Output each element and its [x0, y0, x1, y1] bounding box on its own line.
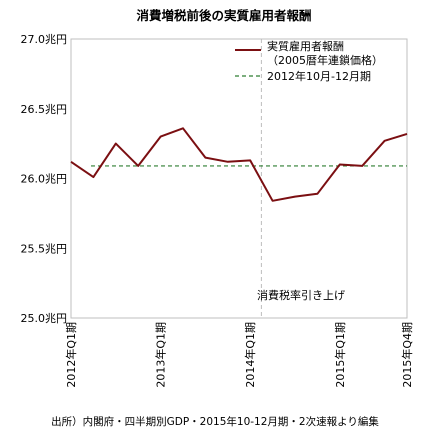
legend-label-line: （2005暦年連鎖価格）: [267, 53, 383, 67]
y-tick-label: 27.0兆円: [21, 33, 68, 46]
x-tick-label: 2015年Q1期: [333, 322, 347, 388]
legend-label-baseline: 2012年10月-12月期: [267, 69, 371, 83]
x-axis-tick-labels: 2012年Q1期 2013年Q1期 2014年Q1期 2015年Q1期 2015年Q4期: [64, 322, 414, 388]
annotation-tax-hike: 消費税率引き上げ: [257, 288, 345, 302]
legend-label-series: 実質雇用者報酬（2005暦年連鎖価格）: [267, 39, 383, 67]
legend: 実質雇用者報酬（2005暦年連鎖価格） 2012年10月-12月期: [235, 39, 383, 83]
x-tick-label: 2013年Q1期: [154, 322, 168, 388]
y-tick-label: 26.5兆円: [21, 103, 68, 116]
y-tick-label: 25.0兆円: [21, 312, 68, 325]
x-tick-label: 2014年Q1期: [243, 322, 257, 388]
plot-frame: [70, 38, 408, 319]
y-axis-tick-labels: 25.0兆円 25.5兆円 26.0兆円 26.5兆円 27.0兆円: [21, 33, 68, 325]
chart-marks: [70, 39, 408, 318]
x-tick-label: 2012年Q1期: [64, 322, 78, 388]
y-tick-label: 26.0兆円: [21, 173, 68, 186]
series-line-compensation: [70, 127, 408, 202]
chart-title: 消費増税前後の実質雇用者報酬: [136, 8, 311, 23]
x-tick-label: 2015年Q4期: [400, 322, 414, 388]
source-note: 出所）内閣府・四半期別GDP・2015年10-12月期・2次速報より編集: [51, 415, 379, 428]
y-tick-label: 25.5兆円: [21, 242, 68, 255]
legend-label-line: 実質雇用者報酬: [267, 39, 344, 53]
